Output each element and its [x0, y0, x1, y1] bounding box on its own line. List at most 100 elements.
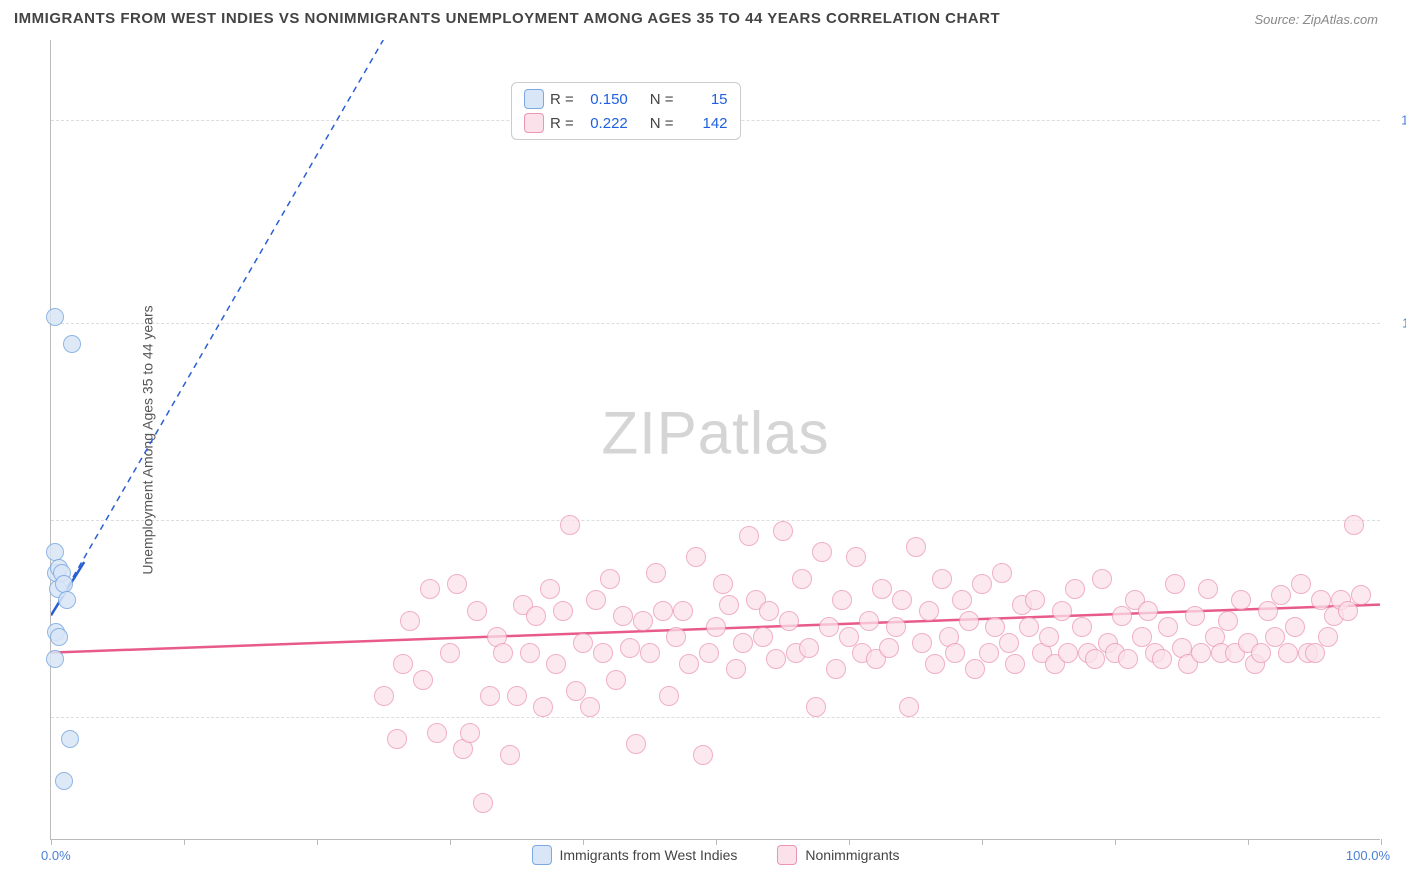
- n-label: N =: [650, 91, 674, 108]
- legend-label-series2: Nonimmigrants: [805, 847, 899, 863]
- data-point-series2: [620, 638, 640, 658]
- data-point-series2: [653, 601, 673, 621]
- data-point-series2: [925, 654, 945, 674]
- data-point-series2: [1338, 601, 1358, 621]
- data-point-series2: [1058, 643, 1078, 663]
- data-point-series2: [593, 643, 613, 663]
- data-point-series2: [706, 617, 726, 637]
- data-point-series2: [965, 659, 985, 679]
- data-point-series2: [779, 611, 799, 631]
- data-point-series1: [58, 591, 76, 609]
- data-point-series1: [61, 730, 79, 748]
- data-point-series2: [1152, 649, 1172, 669]
- data-point-series2: [480, 686, 500, 706]
- legend-item-series2: Nonimmigrants: [777, 845, 899, 865]
- data-point-series2: [832, 590, 852, 610]
- data-point-series2: [473, 793, 493, 813]
- data-point-series2: [1191, 643, 1211, 663]
- legend-swatch-series1: [524, 89, 544, 109]
- trend-lines: [51, 40, 1380, 839]
- data-point-series2: [773, 521, 793, 541]
- correlation-legend: R = 0.150 N = 15 R = 0.222 N = 142: [511, 82, 741, 140]
- data-point-series2: [1198, 579, 1218, 599]
- data-point-series2: [440, 643, 460, 663]
- data-point-series2: [493, 643, 513, 663]
- data-point-series2: [640, 643, 660, 663]
- data-point-series2: [952, 590, 972, 610]
- data-point-series1: [46, 308, 64, 326]
- data-point-series2: [626, 734, 646, 754]
- data-point-series2: [992, 563, 1012, 583]
- data-point-series2: [553, 601, 573, 621]
- data-point-series1: [63, 335, 81, 353]
- gridline: [51, 323, 1380, 324]
- data-point-series2: [600, 569, 620, 589]
- legend-swatch-series2: [524, 113, 544, 133]
- data-point-series2: [546, 654, 566, 674]
- x-axis-min-label: 0.0%: [41, 848, 71, 863]
- data-point-series2: [686, 547, 706, 567]
- series-legend: Immigrants from West Indies Nonimmigrant…: [531, 845, 899, 865]
- n-label: N =: [650, 115, 674, 132]
- data-point-series2: [427, 723, 447, 743]
- data-point-series2: [979, 643, 999, 663]
- data-point-series2: [633, 611, 653, 631]
- data-point-series2: [906, 537, 926, 557]
- data-point-series2: [1258, 601, 1278, 621]
- x-tick: [1381, 839, 1382, 845]
- data-point-series2: [500, 745, 520, 765]
- x-axis-max-label: 100.0%: [1346, 848, 1390, 863]
- data-point-series2: [826, 659, 846, 679]
- data-point-series2: [959, 611, 979, 631]
- x-tick: [184, 839, 185, 845]
- data-point-series2: [540, 579, 560, 599]
- data-point-series1: [46, 650, 64, 668]
- data-point-series2: [819, 617, 839, 637]
- data-point-series2: [1291, 574, 1311, 594]
- x-tick: [982, 839, 983, 845]
- data-point-series2: [393, 654, 413, 674]
- data-point-series2: [447, 574, 467, 594]
- data-point-series2: [1005, 654, 1025, 674]
- legend-row-series2: R = 0.222 N = 142: [524, 111, 728, 135]
- y-tick-label: 7.5%: [1388, 513, 1406, 528]
- data-point-series2: [799, 638, 819, 658]
- data-point-series2: [759, 601, 779, 621]
- data-point-series2: [659, 686, 679, 706]
- data-point-series2: [1065, 579, 1085, 599]
- data-point-series2: [507, 686, 527, 706]
- data-point-series2: [673, 601, 693, 621]
- r-label: R =: [550, 115, 574, 132]
- y-axis-label: Unemployment Among Ages 35 to 44 years: [140, 305, 156, 574]
- legend-swatch-series2: [777, 845, 797, 865]
- data-point-series2: [806, 697, 826, 717]
- y-tick-label: 11.2%: [1388, 315, 1406, 330]
- data-point-series2: [1185, 606, 1205, 626]
- data-point-series2: [1344, 515, 1364, 535]
- data-point-series2: [792, 569, 812, 589]
- data-point-series2: [972, 574, 992, 594]
- x-tick: [317, 839, 318, 845]
- data-point-series2: [1025, 590, 1045, 610]
- data-point-series2: [467, 601, 487, 621]
- watermark: ZIPatlas: [601, 398, 829, 467]
- data-point-series2: [1092, 569, 1112, 589]
- data-point-series2: [1138, 601, 1158, 621]
- data-point-series2: [886, 617, 906, 637]
- data-point-series2: [932, 569, 952, 589]
- data-point-series2: [713, 574, 733, 594]
- data-point-series2: [1305, 643, 1325, 663]
- n-value-series1: 15: [680, 91, 728, 108]
- data-point-series2: [812, 542, 832, 562]
- data-point-series2: [387, 729, 407, 749]
- data-point-series2: [606, 670, 626, 690]
- r-value-series2: 0.222: [580, 115, 628, 132]
- x-tick: [1248, 839, 1249, 845]
- data-point-series2: [420, 579, 440, 599]
- data-point-series2: [945, 643, 965, 663]
- data-point-series2: [892, 590, 912, 610]
- data-point-series2: [533, 697, 553, 717]
- data-point-series2: [999, 633, 1019, 653]
- data-point-series2: [919, 601, 939, 621]
- data-point-series1: [46, 543, 64, 561]
